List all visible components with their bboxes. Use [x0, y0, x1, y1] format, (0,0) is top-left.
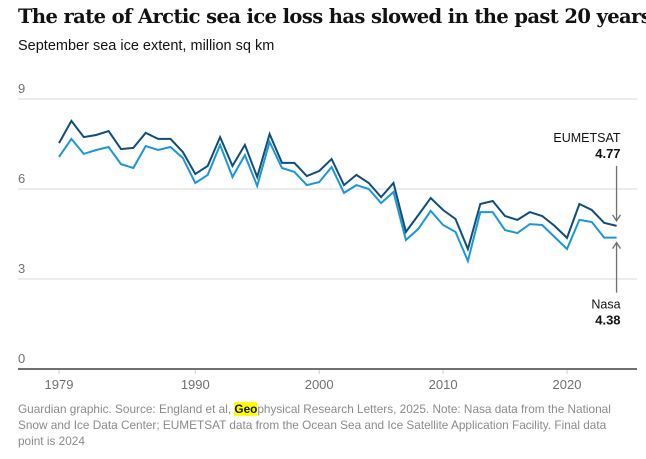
chart-title: The rate of Arctic sea ice loss has slow…	[18, 5, 646, 28]
x-tick-label: 1990	[181, 377, 210, 392]
annotation-value: 4.38	[595, 313, 620, 328]
x-tick-label: 2000	[305, 377, 334, 392]
series-line-nasa	[58, 137, 617, 265]
chart-subtitle: September sea ice extent, million sq km	[18, 38, 275, 54]
y-tick-label: 6	[18, 171, 25, 186]
annotation-value: 4.77	[595, 146, 620, 161]
annotation-label: EUMETSAT	[553, 131, 620, 145]
source-highlight: Geo	[234, 402, 258, 416]
y-tick-label: 3	[18, 261, 25, 276]
gridlines	[18, 98, 637, 280]
x-tick-label: 2020	[553, 377, 582, 392]
annotation-label: Nasa	[591, 298, 620, 312]
arrowhead-icon	[612, 214, 622, 223]
y-axis-ticks: 0 3 6 9	[18, 81, 25, 366]
x-tick-label: 2010	[429, 377, 458, 392]
arrowhead-icon	[612, 241, 622, 249]
y-tick-label: 0	[18, 351, 25, 366]
source-note: Guardian graphic. Source: England et al,…	[18, 401, 633, 449]
source-note-end: physical Research Letters, 2025. Note: N…	[18, 402, 611, 448]
y-tick-label: 9	[18, 81, 25, 96]
x-axis: 1979 1990 2000 2010 2020	[18, 368, 637, 392]
series-line-eumetsat	[58, 119, 617, 253]
series-lines	[58, 119, 617, 265]
source-note-start: Guardian graphic. Source: England et al,	[18, 402, 235, 416]
x-tick-label: 1979	[45, 377, 74, 392]
